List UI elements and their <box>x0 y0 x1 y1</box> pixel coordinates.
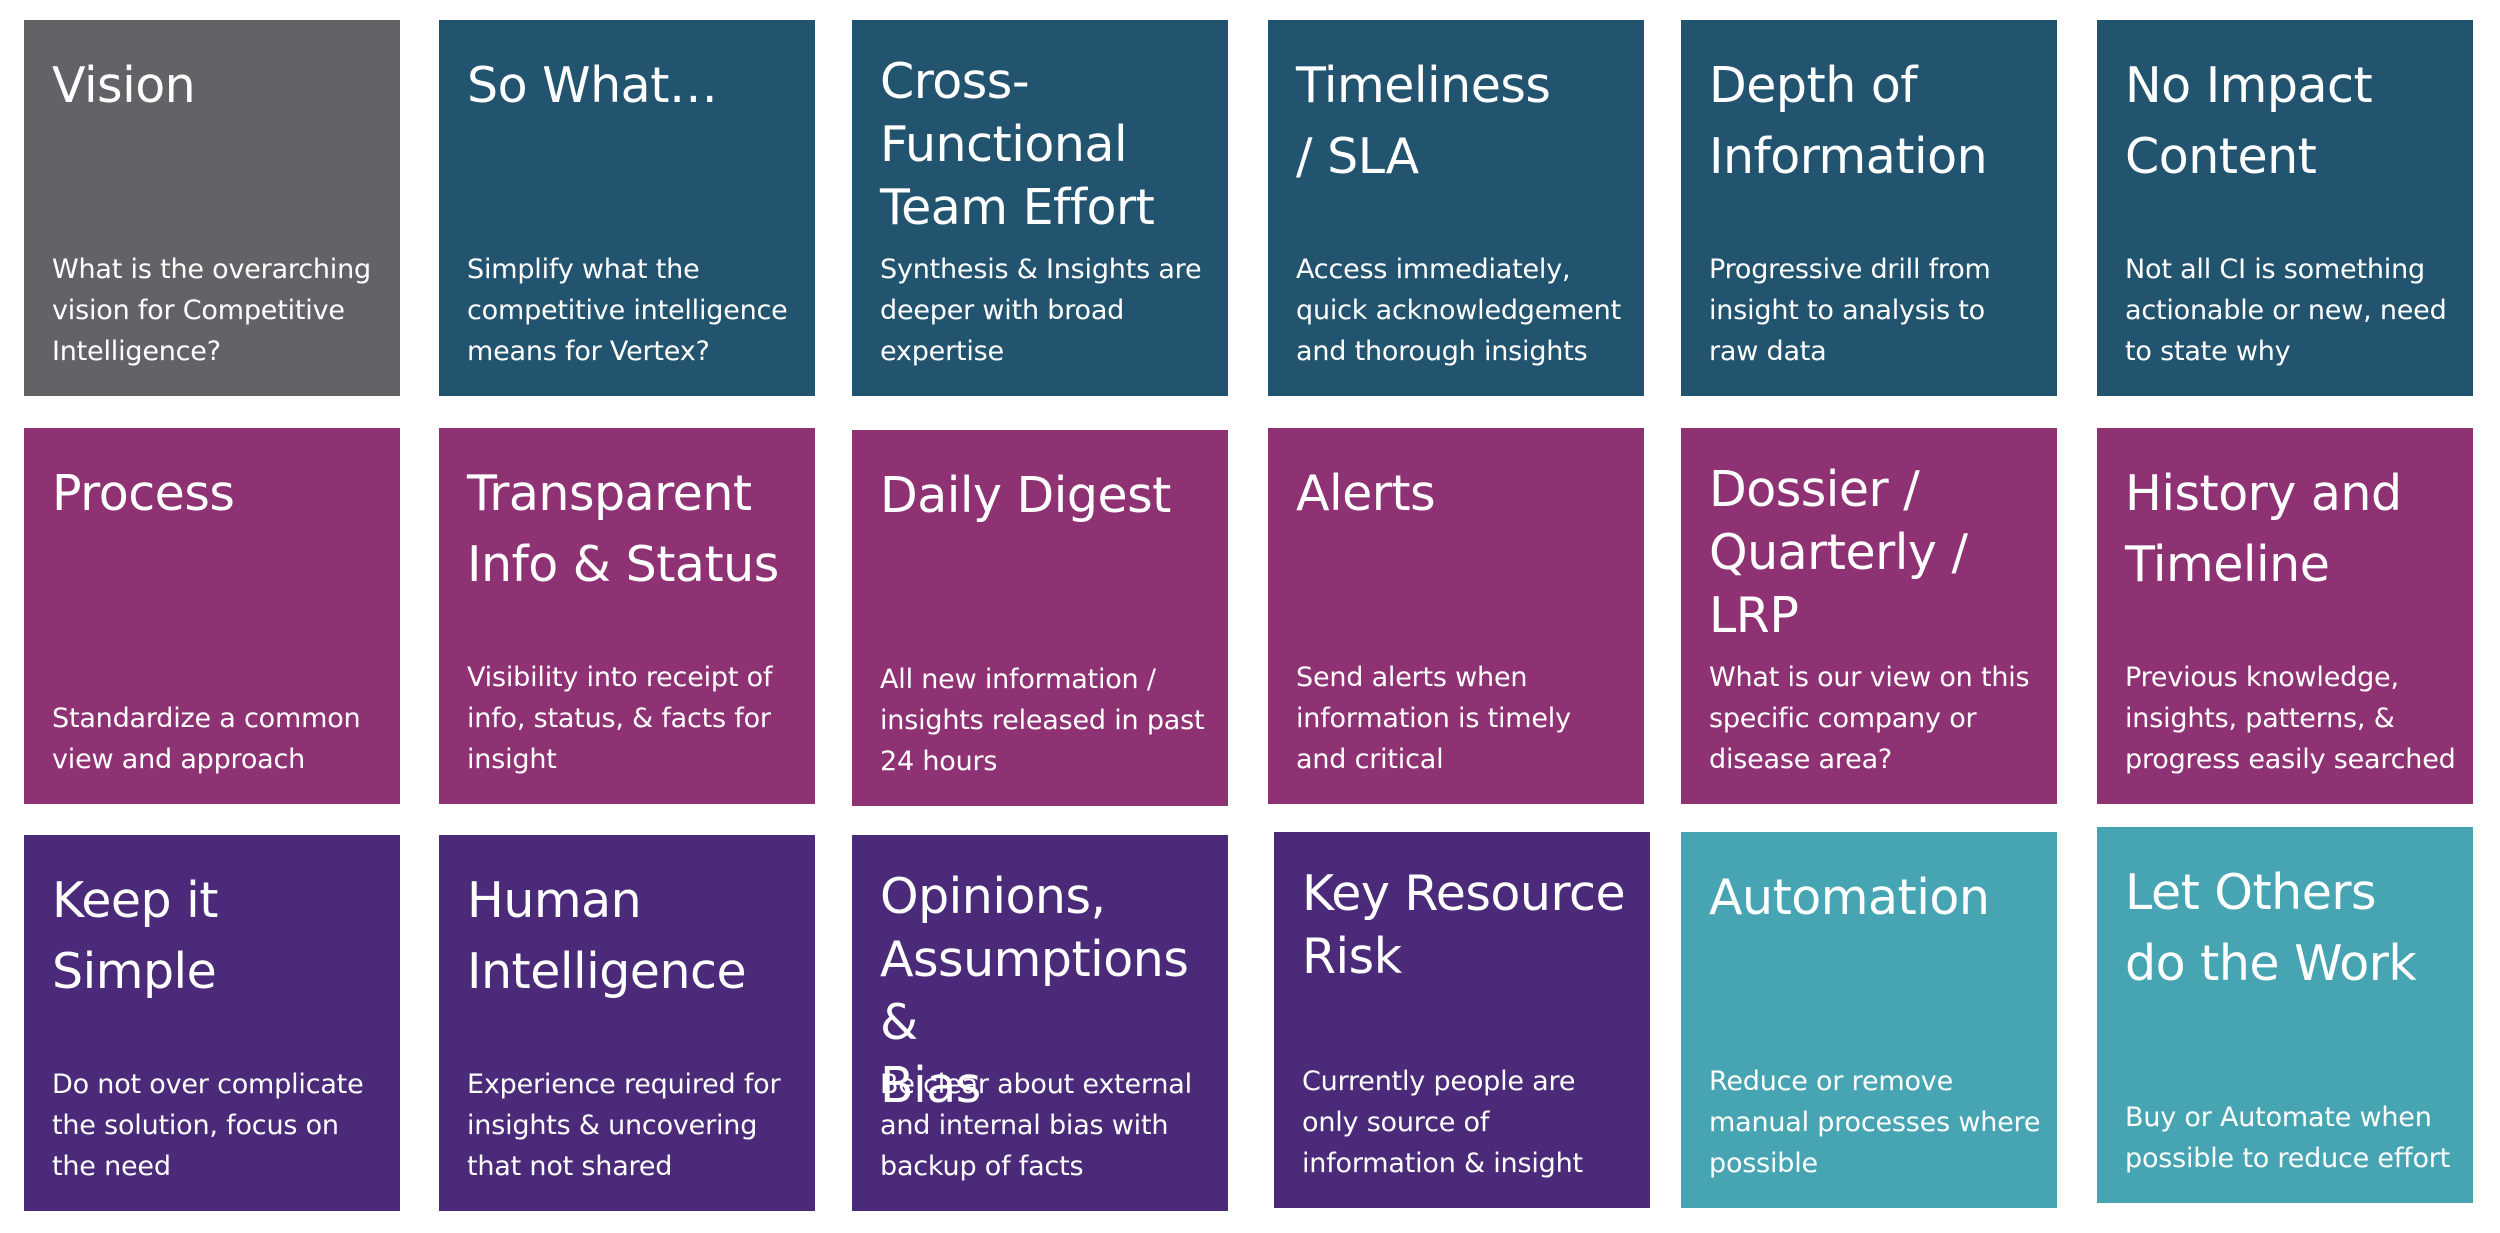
tile-opinions-assumptions-bias: Opinions, Assumptions & Bias Be clear ab… <box>852 835 1228 1211</box>
tile-description: Currently people are only source of info… <box>1302 1066 1583 1179</box>
tile-description: Not all CI is something actionable or ne… <box>2125 254 2447 367</box>
tile-alerts: Alerts Send alerts when information is t… <box>1268 428 1644 804</box>
tile-description: Standardize a common view and approach <box>52 703 361 775</box>
tile-no-impact-content: No Impact Content Not all CI is somethin… <box>2097 20 2473 396</box>
tile-description: Buy or Automate when possible to reduce … <box>2125 1102 2451 1174</box>
tile-title: Vision <box>52 57 196 114</box>
tile-description: All new information / insights released … <box>880 664 1205 777</box>
tile-automation: Automation Reduce or remove manual proce… <box>1681 832 2057 1208</box>
tile-description: Simplify what the competitive intelligen… <box>467 254 788 367</box>
tile-title: Alerts <box>1296 465 1436 522</box>
tile-description: Send alerts when information is timely a… <box>1296 662 1571 775</box>
tile-description: What is our view on this specific compan… <box>1709 662 2030 775</box>
tile-title: Opinions, Assumptions & Bias <box>880 868 1189 1114</box>
tile-description: Reduce or remove manual processes where … <box>1709 1066 2041 1179</box>
tile-title: Cross- Functional Team Effort <box>880 53 1155 236</box>
tile-vision: Vision What is the overarching vision fo… <box>24 20 400 396</box>
tile-title: Timeliness / SLA <box>1296 57 1551 185</box>
tile-title: Dossier / Quarterly / LRP <box>1709 461 1968 644</box>
tile-description: Synthesis & Insights are deeper with bro… <box>880 254 1202 367</box>
tile-title: So What… <box>467 57 718 114</box>
tile-description: What is the overarching vision for Compe… <box>52 254 371 367</box>
tile-title: Transparent Info & Status <box>467 465 779 593</box>
tile-transparent-info-status: Transparent Info & Status Visibility int… <box>439 428 815 804</box>
tile-title: Keep it Simple <box>52 872 219 1000</box>
tile-daily-digest: Daily Digest All new information / insig… <box>852 430 1228 806</box>
tile-let-others-do-the-work: Let Others do the Work Buy or Automate w… <box>2097 827 2473 1203</box>
tile-title: History and Timeline <box>2125 465 2402 593</box>
tile-history-and-timeline: History and Timeline Previous knowledge,… <box>2097 428 2473 804</box>
tile-title: Daily Digest <box>880 467 1171 524</box>
tile-human-intelligence: Human Intelligence Experience required f… <box>439 835 815 1211</box>
tile-dossier-quarterly-lrp: Dossier / Quarterly / LRP What is our vi… <box>1681 428 2057 804</box>
tile-title: Process <box>52 465 235 522</box>
tile-title: Let Others do the Work <box>2125 864 2417 992</box>
tile-description: Be clear about external and internal bia… <box>880 1069 1192 1182</box>
tile-title: Depth of Information <box>1709 57 1988 185</box>
tile-title: No Impact Content <box>2125 57 2373 185</box>
tile-description: Progressive drill from insight to analys… <box>1709 254 1991 367</box>
tile-keep-it-simple: Keep it Simple Do not over complicate th… <box>24 835 400 1211</box>
tile-process: Process Standardize a common view and ap… <box>24 428 400 804</box>
tile-description: Visibility into receipt of info, status,… <box>467 662 773 775</box>
tile-so-what: So What… Simplify what the competitive i… <box>439 20 815 396</box>
tile-title: Key Resource Risk <box>1302 865 1626 985</box>
tile-description: Do not over complicate the solution, foc… <box>52 1069 364 1182</box>
tile-title: Human Intelligence <box>467 872 747 1000</box>
tile-description: Previous knowledge, insights, patterns, … <box>2125 662 2456 775</box>
tile-timeliness-sla: Timeliness / SLA Access immediately, qui… <box>1268 20 1644 396</box>
tile-depth-of-information: Depth of Information Progressive drill f… <box>1681 20 2057 396</box>
tile-description: Experience required for insights & uncov… <box>467 1069 781 1182</box>
tile-title: Automation <box>1709 869 1990 926</box>
tile-key-resource-risk: Key Resource Risk Currently people are o… <box>1274 832 1650 1208</box>
tile-description: Access immediately, quick acknowledgemen… <box>1296 254 1621 367</box>
tile-cross-functional-team-effort: Cross- Functional Team Effort Synthesis … <box>852 20 1228 396</box>
